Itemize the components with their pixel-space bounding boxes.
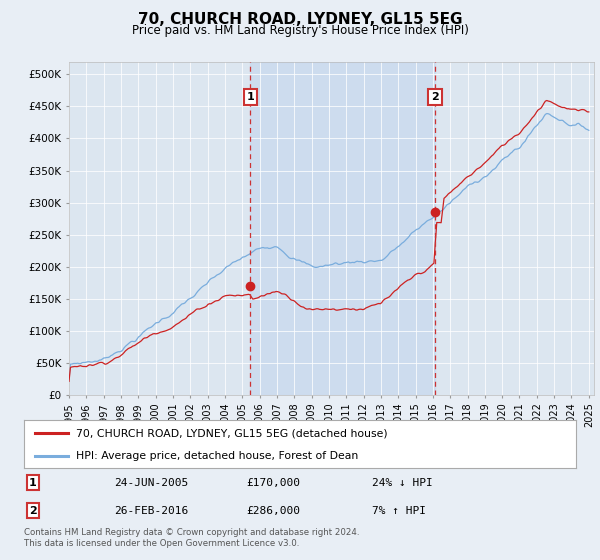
Text: 7% ↑ HPI: 7% ↑ HPI	[372, 506, 426, 516]
Text: £170,000: £170,000	[246, 478, 300, 488]
Text: 2: 2	[29, 506, 37, 516]
Text: 70, CHURCH ROAD, LYDNEY, GL15 5EG: 70, CHURCH ROAD, LYDNEY, GL15 5EG	[138, 12, 462, 27]
Text: 1: 1	[29, 478, 37, 488]
Text: 24% ↓ HPI: 24% ↓ HPI	[372, 478, 433, 488]
Text: £286,000: £286,000	[246, 506, 300, 516]
Text: Contains HM Land Registry data © Crown copyright and database right 2024.
This d: Contains HM Land Registry data © Crown c…	[24, 528, 359, 548]
Text: HPI: Average price, detached house, Forest of Dean: HPI: Average price, detached house, Fore…	[76, 451, 359, 461]
Text: Price paid vs. HM Land Registry's House Price Index (HPI): Price paid vs. HM Land Registry's House …	[131, 24, 469, 36]
Text: 24-JUN-2005: 24-JUN-2005	[114, 478, 188, 488]
Text: 26-FEB-2016: 26-FEB-2016	[114, 506, 188, 516]
Bar	[250, 62, 435, 395]
Text: 2: 2	[431, 92, 439, 102]
Text: 1: 1	[247, 92, 254, 102]
Text: 70, CHURCH ROAD, LYDNEY, GL15 5EG (detached house): 70, CHURCH ROAD, LYDNEY, GL15 5EG (detac…	[76, 428, 388, 438]
